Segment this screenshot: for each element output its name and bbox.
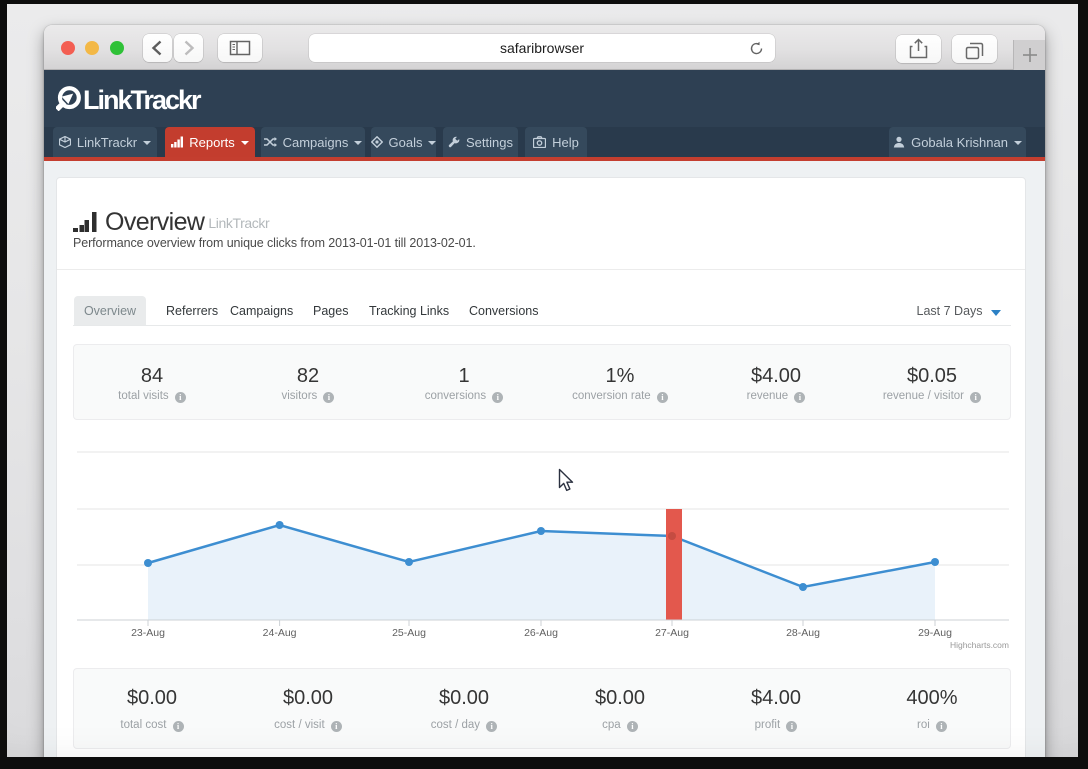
svg-text:27-Aug: 27-Aug: [655, 627, 689, 639]
svg-text:25-Aug: 25-Aug: [392, 627, 426, 639]
svg-text:23-Aug: 23-Aug: [131, 627, 165, 639]
svg-text:26-Aug: 26-Aug: [524, 627, 558, 639]
svg-text:29-Aug: 29-Aug: [918, 627, 952, 639]
svg-text:Highcharts.com: Highcharts.com: [950, 640, 1009, 650]
svg-text:28-Aug: 28-Aug: [786, 627, 820, 639]
svg-text:24-Aug: 24-Aug: [263, 627, 297, 639]
